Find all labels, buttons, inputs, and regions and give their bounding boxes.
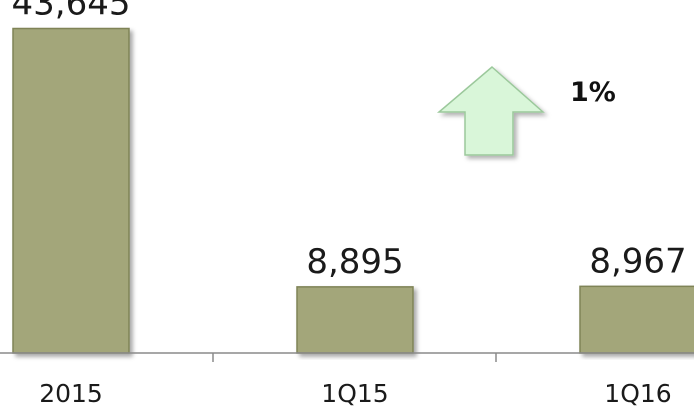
change-percent-label: 1%: [570, 77, 616, 108]
x-tick-label-1Q16: 1Q16: [604, 379, 671, 408]
x-tick-label-2015: 2015: [39, 379, 103, 408]
data-labels-group: 43,645 8,895 8,967: [12, 0, 687, 282]
change-annotation: 1%: [436, 66, 616, 156]
data-label-1Q15: 8,895: [306, 242, 403, 282]
x-tick-label-1Q15: 1Q15: [321, 379, 388, 408]
data-label-2015: 43,645: [12, 0, 131, 24]
data-label-1Q16: 8,967: [589, 241, 686, 281]
tick-labels-group: 2015 1Q15 1Q16: [39, 379, 672, 408]
x-axis: [0, 352, 694, 362]
bar-2015: [12, 27, 130, 354]
bar-1Q15: [296, 286, 414, 354]
bar-1Q16: [579, 285, 694, 354]
up-arrow-icon: [436, 66, 545, 156]
